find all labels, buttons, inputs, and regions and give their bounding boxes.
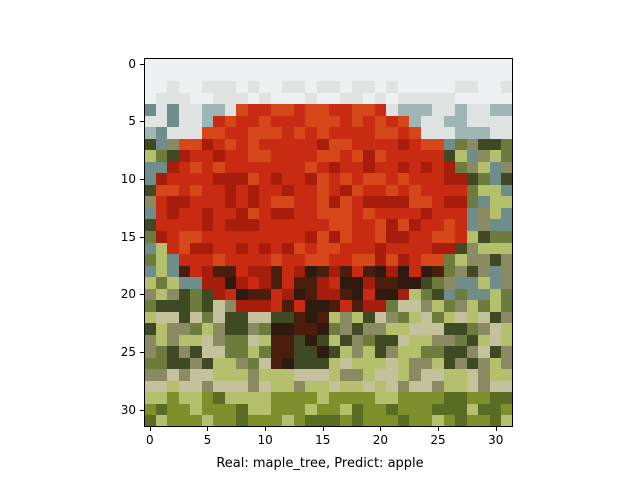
y-tick [140,352,144,354]
x-tick [380,427,382,431]
y-tick-label: 10 [120,172,136,187]
x-tick-label: 5 [203,433,212,447]
y-tick [140,236,144,238]
y-tick-label: 5 [128,114,136,129]
y-tick-label: 30 [120,402,136,417]
y-tick [140,294,144,296]
x-tick-label: 10 [257,433,273,447]
y-tick [140,121,144,123]
image-pixel-grid [144,58,513,427]
prediction-caption: Real: maple_tree, Predict: apple [216,456,424,471]
y-tick [140,63,144,65]
x-tick-label: 15 [315,433,331,447]
y-tick [140,179,144,181]
y-tick-label: 0 [128,56,136,71]
x-tick-label: 0 [145,433,154,447]
x-tick-label: 25 [430,433,446,447]
x-tick [207,427,209,431]
x-tick [438,427,440,431]
x-tick-label: 20 [372,433,389,447]
x-tick-label: 30 [488,433,504,447]
y-tick [140,409,144,411]
x-tick [265,427,267,431]
y-tick-label: 20 [120,287,136,302]
x-tick [322,427,324,431]
x-tick [495,427,497,431]
x-tick [149,427,151,431]
y-tick-label: 15 [120,229,136,244]
y-tick-label: 25 [120,345,136,360]
